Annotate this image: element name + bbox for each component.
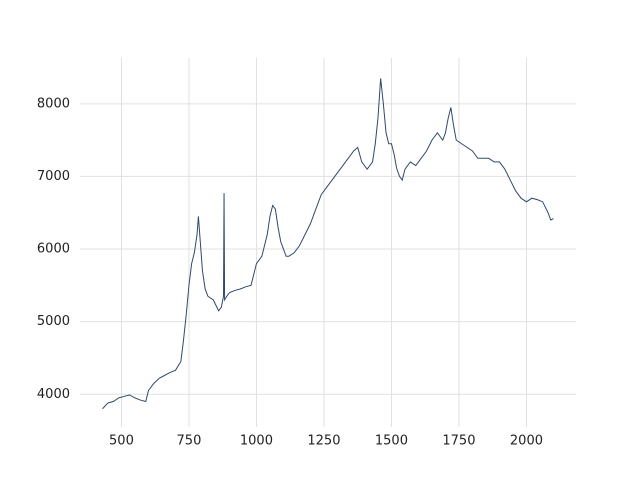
x-tick-label: 1250	[307, 434, 340, 449]
y-tick-label: 4000	[37, 387, 70, 402]
y-tick-label: 8000	[37, 96, 70, 111]
x-tick-label: 1750	[442, 434, 475, 449]
x-tick-label: 1500	[375, 434, 408, 449]
line	[102, 78, 554, 410]
y-tick-label: 7000	[37, 169, 70, 184]
x-tick-label: 750	[177, 434, 202, 449]
x-tick-label: 500	[109, 434, 134, 449]
x-tick-label: 1000	[240, 434, 273, 449]
y-tick-label: 5000	[37, 314, 70, 329]
y-tick-label: 6000	[37, 242, 70, 257]
x-tick-label: 2000	[510, 434, 543, 449]
